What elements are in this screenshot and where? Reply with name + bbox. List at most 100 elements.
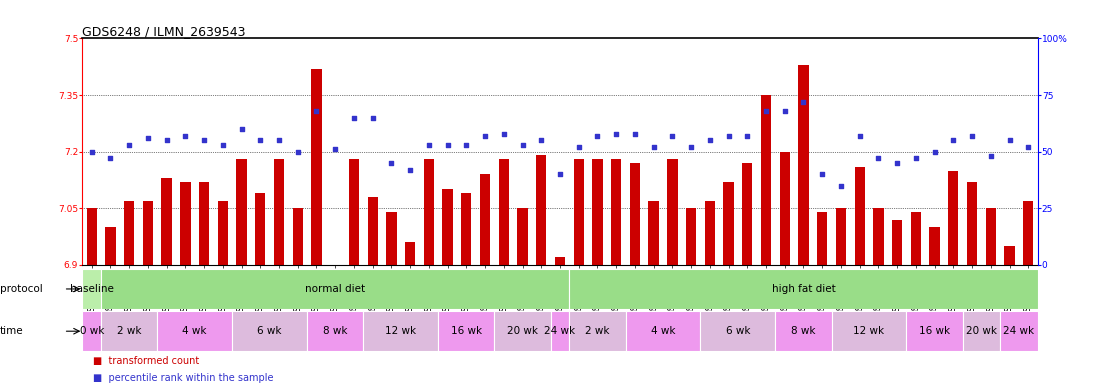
Point xyxy=(326,146,344,152)
Bar xyxy=(573,159,584,265)
Point xyxy=(158,137,176,144)
Point xyxy=(382,160,400,166)
Bar xyxy=(363,311,438,351)
Bar xyxy=(610,159,621,265)
Point xyxy=(870,156,887,162)
Bar xyxy=(626,311,701,351)
Point xyxy=(458,142,475,148)
Bar xyxy=(630,163,640,265)
Point xyxy=(139,135,157,141)
Bar xyxy=(780,152,789,265)
Text: 16 wk: 16 wk xyxy=(919,326,950,336)
Bar xyxy=(255,193,266,265)
Bar xyxy=(161,178,171,265)
Point xyxy=(682,144,699,150)
Bar xyxy=(349,159,359,265)
Point xyxy=(533,137,550,144)
Point xyxy=(102,156,120,162)
Bar xyxy=(907,311,963,351)
Bar xyxy=(273,159,284,265)
Bar xyxy=(570,311,626,351)
Bar xyxy=(386,212,396,265)
Bar xyxy=(570,269,1038,309)
Point xyxy=(739,133,757,139)
Bar xyxy=(873,209,884,265)
Bar xyxy=(498,159,509,265)
Bar xyxy=(705,201,715,265)
Text: 4 wk: 4 wk xyxy=(182,326,208,336)
Bar xyxy=(668,159,677,265)
Text: protocol: protocol xyxy=(0,284,43,294)
Point xyxy=(944,137,962,144)
Point xyxy=(551,171,569,177)
Text: time: time xyxy=(0,326,24,336)
Point xyxy=(195,137,213,144)
Bar xyxy=(986,209,996,265)
Bar xyxy=(105,227,115,265)
Bar xyxy=(963,311,1000,351)
Point xyxy=(776,108,794,114)
Bar xyxy=(307,311,363,351)
Bar xyxy=(82,269,101,309)
Point xyxy=(439,142,457,148)
Bar xyxy=(1005,246,1015,265)
Text: 4 wk: 4 wk xyxy=(651,326,675,336)
Point xyxy=(83,149,101,155)
Point xyxy=(814,171,831,177)
Bar xyxy=(480,174,490,265)
Point xyxy=(214,142,232,148)
Text: 8 wk: 8 wk xyxy=(323,326,347,336)
Point xyxy=(177,133,194,139)
Text: 8 wk: 8 wk xyxy=(792,326,816,336)
Bar xyxy=(292,209,303,265)
Bar xyxy=(761,95,771,265)
Bar xyxy=(836,209,847,265)
Bar xyxy=(368,197,378,265)
Text: 2 wk: 2 wk xyxy=(585,326,609,336)
Bar xyxy=(442,189,452,265)
Bar xyxy=(1023,201,1033,265)
Bar xyxy=(124,201,134,265)
Bar xyxy=(87,209,97,265)
Point xyxy=(402,167,419,173)
Bar xyxy=(798,65,808,265)
Bar xyxy=(817,212,828,265)
Text: 6 wk: 6 wk xyxy=(726,326,750,336)
Bar xyxy=(592,159,603,265)
Point xyxy=(345,115,362,121)
Bar xyxy=(312,69,322,265)
Text: baseline: baseline xyxy=(70,284,114,294)
Bar xyxy=(775,311,831,351)
Text: normal diet: normal diet xyxy=(305,284,366,294)
Point xyxy=(851,133,869,139)
Bar xyxy=(910,212,921,265)
Text: 6 wk: 6 wk xyxy=(257,326,282,336)
Bar xyxy=(82,311,101,351)
Bar xyxy=(424,159,434,265)
Point xyxy=(888,160,906,166)
Point xyxy=(926,149,943,155)
Point xyxy=(495,131,513,137)
Bar xyxy=(236,159,247,265)
Bar xyxy=(724,182,733,265)
Point xyxy=(270,137,288,144)
Bar xyxy=(831,311,907,351)
Point xyxy=(233,126,250,132)
Bar xyxy=(180,182,191,265)
Bar xyxy=(742,163,752,265)
Point xyxy=(982,153,999,159)
Text: 0 wk: 0 wk xyxy=(79,326,104,336)
Bar xyxy=(494,311,550,351)
Bar xyxy=(101,311,157,351)
Point xyxy=(701,137,718,144)
Bar xyxy=(892,220,903,265)
Point xyxy=(251,137,269,144)
Text: 12 wk: 12 wk xyxy=(385,326,416,336)
Point xyxy=(1019,144,1037,150)
Point xyxy=(626,131,643,137)
Text: high fat diet: high fat diet xyxy=(772,284,836,294)
Bar xyxy=(686,209,696,265)
Point xyxy=(607,131,625,137)
Point xyxy=(421,142,438,148)
Text: 16 wk: 16 wk xyxy=(451,326,482,336)
